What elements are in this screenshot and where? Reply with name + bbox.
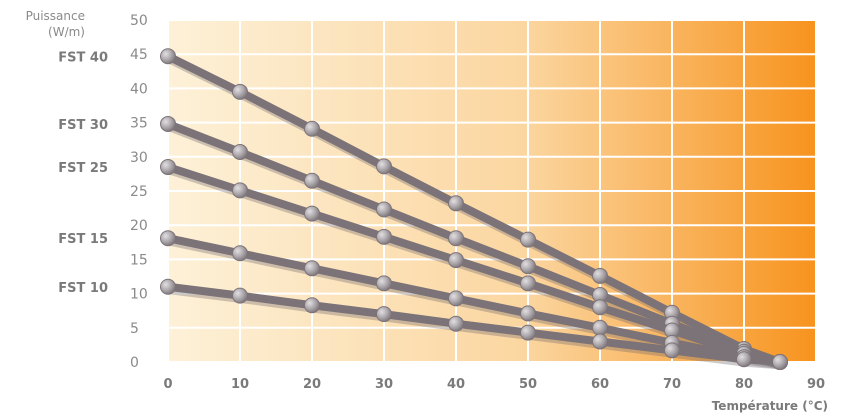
series-line bbox=[164, 234, 784, 366]
data-point bbox=[160, 230, 176, 247]
x-axis-ticks: 0 10 20 30 40 50 60 70 80 90 bbox=[163, 377, 825, 392]
x-tick-label: 60 bbox=[591, 377, 609, 392]
y-axis-title-line2: (W/m) bbox=[48, 25, 85, 39]
data-point bbox=[520, 231, 536, 248]
data-point bbox=[772, 354, 788, 370]
data-point bbox=[160, 115, 176, 132]
data-point bbox=[448, 252, 464, 269]
data-point bbox=[592, 319, 608, 336]
x-tick-label: 50 bbox=[519, 377, 537, 392]
series-fst-15 bbox=[160, 230, 788, 370]
y-tick-label: 20 bbox=[130, 218, 148, 234]
data-point bbox=[592, 267, 608, 284]
data-point bbox=[232, 287, 248, 304]
x-tick-label: 90 bbox=[807, 377, 825, 392]
data-point bbox=[304, 297, 320, 314]
data-point bbox=[520, 275, 536, 292]
data-point bbox=[304, 260, 320, 277]
x-tick-label: 10 bbox=[231, 377, 249, 392]
y-tick-label: 0 bbox=[130, 355, 139, 371]
series-label: FST 25 bbox=[58, 161, 108, 176]
y-tick-label: 30 bbox=[130, 150, 148, 166]
data-point bbox=[160, 278, 176, 295]
x-tick-label: 80 bbox=[735, 377, 753, 392]
series-line bbox=[164, 52, 784, 366]
data-point bbox=[304, 205, 320, 222]
series-labels: FST 40 FST 30 FST 25 FST 15 FST 10 bbox=[58, 50, 108, 296]
series-label: FST 40 bbox=[58, 50, 108, 65]
data-point bbox=[160, 48, 176, 65]
y-axis-ticks: 0 5 10 15 20 25 30 35 40 45 50 bbox=[130, 13, 148, 371]
data-point bbox=[304, 172, 320, 189]
data-point bbox=[448, 230, 464, 247]
data-point bbox=[376, 228, 392, 245]
series-line bbox=[164, 163, 784, 366]
series-lines bbox=[160, 48, 788, 370]
x-axis-title: Température (°C) bbox=[712, 399, 828, 413]
x-tick-label: 0 bbox=[163, 377, 172, 392]
data-point bbox=[520, 305, 536, 322]
y-tick-label: 50 bbox=[130, 13, 148, 29]
data-point bbox=[448, 195, 464, 212]
data-point bbox=[520, 258, 536, 275]
data-point bbox=[520, 324, 536, 341]
x-tick-label: 40 bbox=[447, 377, 465, 392]
data-point bbox=[592, 333, 608, 350]
data-point bbox=[232, 144, 248, 161]
y-tick-label: 35 bbox=[130, 116, 148, 132]
data-point bbox=[376, 275, 392, 292]
y-tick-label: 40 bbox=[130, 81, 148, 97]
data-point bbox=[304, 120, 320, 137]
data-point bbox=[736, 351, 752, 368]
series-label: FST 10 bbox=[58, 281, 108, 296]
data-point bbox=[232, 245, 248, 262]
data-point bbox=[448, 290, 464, 307]
series-label: FST 30 bbox=[58, 118, 108, 133]
data-point bbox=[232, 83, 248, 100]
data-point bbox=[376, 201, 392, 218]
data-point bbox=[376, 158, 392, 175]
series-line bbox=[164, 119, 784, 366]
data-point bbox=[592, 299, 608, 316]
x-tick-label: 70 bbox=[663, 377, 681, 392]
data-point bbox=[376, 306, 392, 323]
y-tick-label: 25 bbox=[130, 184, 148, 200]
y-tick-label: 15 bbox=[130, 252, 148, 268]
data-point bbox=[664, 342, 680, 359]
x-tick-label: 30 bbox=[375, 377, 393, 392]
series-label: FST 15 bbox=[58, 232, 108, 247]
y-tick-label: 5 bbox=[130, 321, 139, 337]
y-tick-label: 10 bbox=[130, 287, 148, 303]
y-axis-title-line1: Puissance bbox=[26, 9, 85, 23]
series-fst-10 bbox=[160, 278, 788, 370]
data-point bbox=[160, 159, 176, 176]
y-tick-label: 45 bbox=[130, 47, 148, 63]
series-line bbox=[164, 282, 784, 366]
data-point bbox=[232, 182, 248, 199]
x-tick-label: 20 bbox=[303, 377, 321, 392]
data-point bbox=[448, 315, 464, 332]
